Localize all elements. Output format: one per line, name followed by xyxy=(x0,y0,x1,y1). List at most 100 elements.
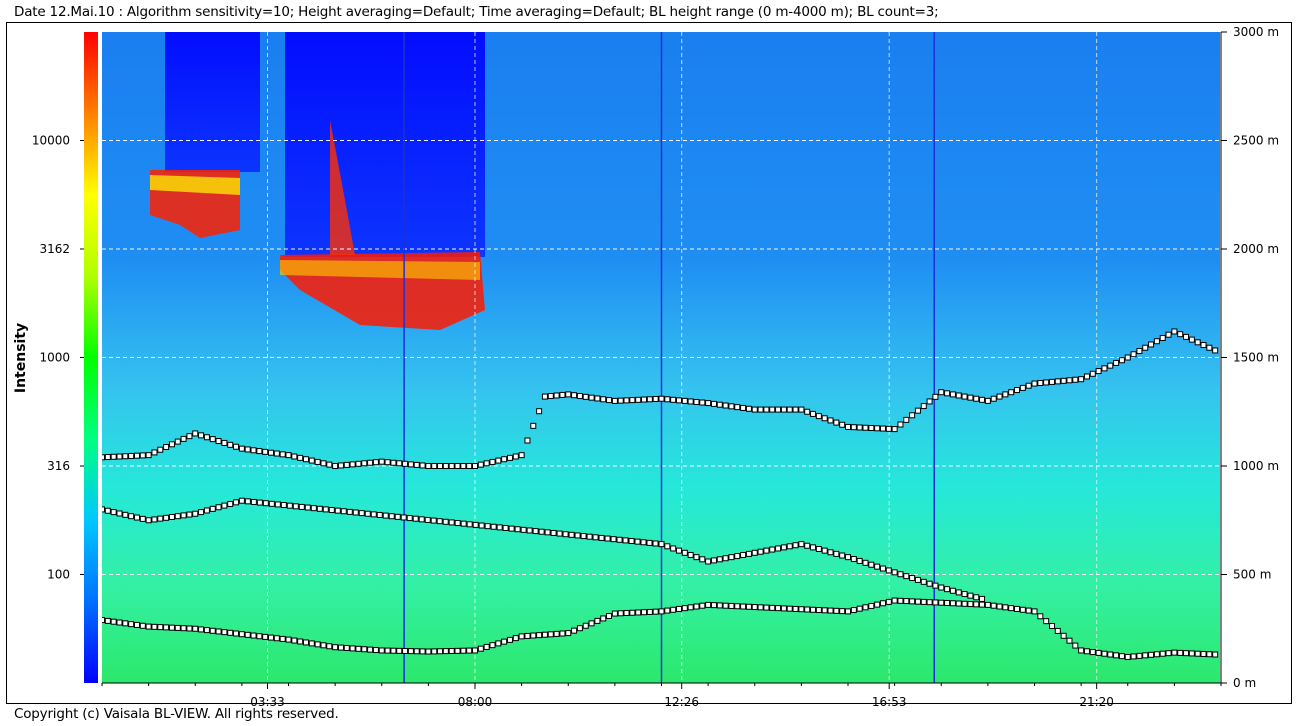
bl-marker-bl2 xyxy=(628,538,635,545)
bl-marker-bl3 xyxy=(734,404,741,411)
bl-marker-bl3 xyxy=(472,463,478,469)
bl-marker-bl3 xyxy=(285,452,292,459)
bl-marker-bl2 xyxy=(238,497,245,504)
bl-marker-bl1 xyxy=(297,638,304,645)
bl-marker-bl3 xyxy=(361,460,368,467)
bl-marker-bl2 xyxy=(334,507,341,514)
bl-marker-bl1 xyxy=(174,624,181,631)
bl-marker-bl2 xyxy=(340,508,347,515)
bl-marker-bl1 xyxy=(332,644,339,651)
aerosol-layer xyxy=(150,120,485,330)
bl-marker-bl3 xyxy=(1177,331,1184,338)
bl-marker-bl2 xyxy=(274,501,281,508)
bl-marker-bl2 xyxy=(364,510,371,517)
bl-marker-bl2 xyxy=(909,575,916,582)
bl-marker-bl1 xyxy=(419,648,426,655)
bl-marker-bl1 xyxy=(209,627,216,634)
bl-marker-bl1 xyxy=(367,646,374,653)
bl-marker-bl1 xyxy=(291,637,298,644)
bl-marker-bl2 xyxy=(862,559,869,566)
bl-marker-bl3 xyxy=(1206,344,1213,351)
bl-marker-bl2 xyxy=(292,503,299,510)
bl-marker-bl1 xyxy=(944,599,951,606)
bl-marker-bl1 xyxy=(355,645,362,652)
bl-marker-bl2 xyxy=(586,533,593,540)
bl-marker-bl2 xyxy=(227,500,234,507)
bl-marker-bl3 xyxy=(815,413,822,420)
height-tick-label: 1500 m xyxy=(1233,351,1279,365)
y-axis-label: Intensity xyxy=(13,323,29,393)
bl-marker-bl2 xyxy=(352,509,359,516)
bl-marker-bl3 xyxy=(763,406,770,413)
bl-marker-bl3 xyxy=(582,393,589,400)
bl-marker-bl3 xyxy=(635,396,642,403)
bl-marker-bl1 xyxy=(1177,649,1184,656)
bl-marker-bl3 xyxy=(198,432,205,439)
bl-marker-bl3 xyxy=(1183,333,1190,340)
bl-marker-bl3 xyxy=(1031,380,1038,387)
bl-marker-bl2 xyxy=(897,571,904,578)
bl-marker-bl2 xyxy=(568,531,575,538)
bl-marker-bl2 xyxy=(102,506,105,513)
bl-marker-bl1 xyxy=(588,620,595,627)
bl-marker-bl3 xyxy=(792,406,799,413)
bl-marker-bl3 xyxy=(670,396,677,403)
bl-marker-bl1 xyxy=(314,641,321,648)
bl-marker-bl2 xyxy=(145,517,152,524)
chart-frame xyxy=(6,22,1292,704)
bl-marker-bl3 xyxy=(1136,347,1143,354)
bl-marker-bl3 xyxy=(681,397,688,404)
bl-marker-bl3 xyxy=(1078,376,1085,383)
bl-marker-bl2 xyxy=(406,515,413,522)
intensity-tick-label: 3162 xyxy=(39,242,70,256)
bl-marker-bl1 xyxy=(1025,607,1032,614)
bl-marker-bl1 xyxy=(652,608,659,615)
bl-marker-bl1 xyxy=(996,603,1003,610)
bl-marker-bl2 xyxy=(358,510,365,517)
bl-marker-bl1 xyxy=(448,647,455,654)
bl-marker-bl3 xyxy=(1072,376,1079,383)
bl-marker-bl3 xyxy=(215,438,222,445)
bl-marker-bl1 xyxy=(617,610,624,617)
bl-marker-bl1 xyxy=(151,623,158,630)
bl-marker-bl2 xyxy=(722,555,729,562)
bl-marker-bl1 xyxy=(775,605,782,612)
bl-marker-bl3 xyxy=(221,439,228,446)
bl-marker-bl2 xyxy=(821,547,828,554)
bl-marker-bl2 xyxy=(699,556,706,563)
bl-marker-bl2 xyxy=(710,557,717,564)
bl-marker-bl1 xyxy=(693,603,700,610)
intensity-tick-label: 10000 xyxy=(32,133,70,147)
bl-marker-bl3 xyxy=(233,443,240,450)
bl-marker-bl2 xyxy=(203,507,210,514)
bl-marker-bl3 xyxy=(536,408,543,415)
bl-marker-bl2 xyxy=(979,595,986,602)
bl-marker-bl2 xyxy=(856,557,863,564)
bl-marker-bl2 xyxy=(556,530,563,537)
bl-marker-bl1 xyxy=(192,625,199,632)
bl-marker-bl2 xyxy=(116,510,123,517)
bl-marker-bl2 xyxy=(442,518,449,525)
bl-marker-bl3 xyxy=(606,397,613,404)
bl-marker-bl3 xyxy=(874,425,881,432)
bl-marker-bl3 xyxy=(238,445,245,452)
bl-marker-bl2 xyxy=(460,520,467,527)
bl-marker-bl1 xyxy=(477,645,484,652)
intensity-tick-label: 316 xyxy=(47,459,70,473)
bl-marker-bl1 xyxy=(973,601,980,608)
bl-marker-bl3 xyxy=(524,437,531,444)
bl-marker-bl1 xyxy=(442,648,449,655)
bl-marker-bl3 xyxy=(984,397,991,404)
bl-marker-bl3 xyxy=(1142,344,1149,351)
bl-marker-bl1 xyxy=(769,604,776,611)
time-markers xyxy=(403,32,936,683)
bl-marker-bl3 xyxy=(192,430,199,437)
bl-marker-bl3 xyxy=(437,463,444,469)
bl-marker-bl3 xyxy=(1048,378,1055,385)
bl-marker-bl3 xyxy=(367,459,374,466)
bl-marker-bl1 xyxy=(372,647,379,654)
bl-marker-bl1 xyxy=(903,598,910,605)
bl-marker-bl1 xyxy=(1200,650,1207,657)
bl-marker-bl1 xyxy=(407,648,414,655)
bl-marker-bl1 xyxy=(518,633,525,640)
